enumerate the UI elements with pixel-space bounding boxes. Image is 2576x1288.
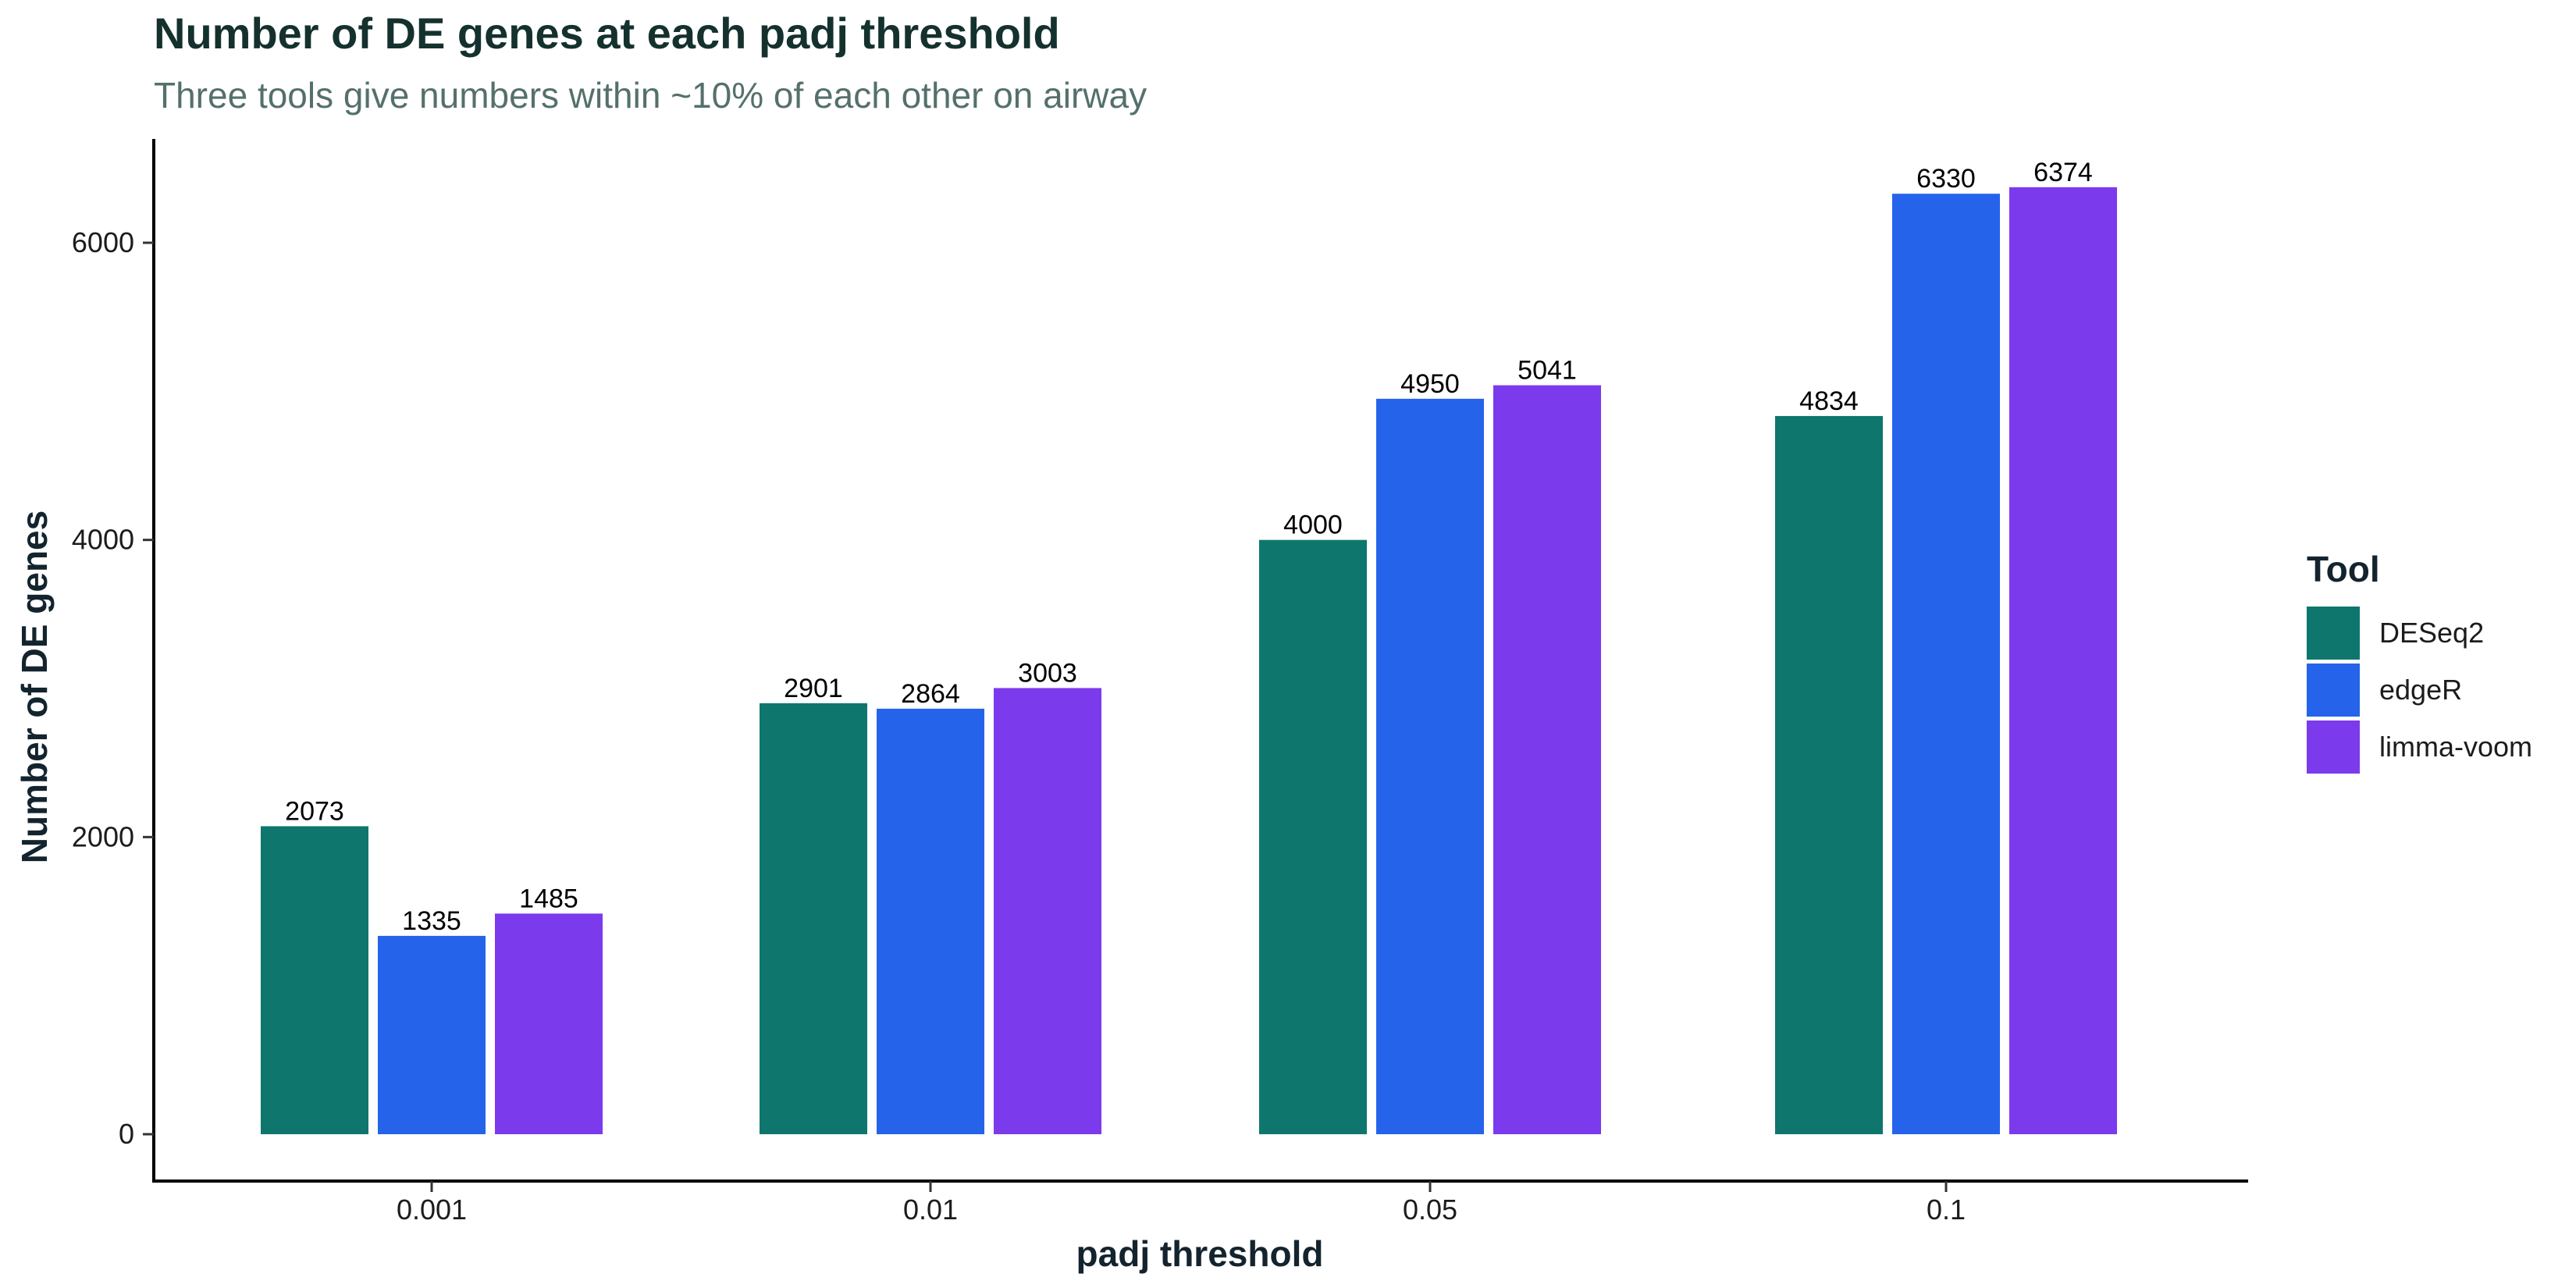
bar-edger-0.1: [1892, 194, 2000, 1135]
bar-label-edger-0.05: 4950: [1400, 369, 1460, 399]
bar-label-deseq2-0.05: 4000: [1283, 511, 1343, 540]
bar-edger-0.05: [1376, 398, 1484, 1135]
bar-deseq2-0.01: [760, 703, 867, 1134]
y-tick-label-6000: 6000: [72, 226, 134, 258]
bar-limma-voom-0.001: [495, 913, 603, 1134]
bar-limma-voom-0.01: [994, 688, 1101, 1134]
x-ticks-layer: 0.001 0.01 0.05 0.1: [397, 1181, 1966, 1226]
x-tick-label-0.1: 0.1: [1927, 1194, 1966, 1226]
legend-title: Tool: [2307, 549, 2380, 589]
y-axis-title: Number of DE genes: [14, 511, 55, 863]
bar-label-limma-voom-0.001: 1485: [519, 884, 578, 913]
bar-label-deseq2-0.001: 2073: [285, 796, 344, 826]
chart-title: Number of DE genes at each padj threshol…: [154, 9, 1060, 58]
bar-edger-0.01: [877, 708, 984, 1134]
bar-deseq2-0.001: [261, 826, 368, 1134]
legend-items: DESeq2 edgeR limma-voom: [2307, 607, 2532, 774]
x-axis-title: padj threshold: [1076, 1233, 1324, 1274]
bar-label-edger-0.01: 2864: [901, 679, 960, 709]
bar-label-edger-0.1: 6330: [1916, 164, 1976, 194]
bar-label-limma-voom-0.1: 6374: [2033, 158, 2093, 187]
legend-swatch-deseq2: [2307, 607, 2360, 660]
bar-label-edger-0.001: 1335: [402, 906, 461, 936]
legend-swatch-edger: [2307, 664, 2360, 717]
y-tick-label-2000: 2000: [72, 820, 134, 852]
x-tick-label-0.05: 0.05: [1403, 1194, 1457, 1226]
x-tick-label-0.001: 0.001: [397, 1194, 467, 1226]
bar-edger-0.001: [378, 935, 486, 1134]
legend-label-deseq2: DESeq2: [2379, 617, 2484, 649]
x-tick-label-0.01: 0.01: [903, 1194, 958, 1226]
bar-label-deseq2-0.1: 4834: [1799, 386, 1859, 416]
y-tick-label-4000: 4000: [72, 524, 134, 556]
legend: Tool DESeq2 edgeR limma-voom: [2307, 549, 2532, 774]
bar-limma-voom-0.1: [2009, 187, 2117, 1135]
bar-labels-layer: 2073 1335 1485 2901 2864 3003 4000 4950 5041 4834…: [285, 158, 2093, 936]
y-ticks-layer: 0 2000 4000 6000: [72, 226, 154, 1150]
bars-layer: [261, 187, 2117, 1135]
chart-subtitle: Three tools give numbers within ~10% of …: [154, 75, 1147, 116]
legend-label-edger: edgeR: [2379, 674, 2462, 706]
bar-label-deseq2-0.01: 2901: [784, 674, 843, 703]
bar-deseq2-0.05: [1259, 539, 1367, 1134]
bar-label-limma-voom-0.01: 3003: [1018, 658, 1077, 688]
legend-swatch-limma-voom: [2307, 720, 2360, 774]
bar-label-limma-voom-0.05: 5041: [1517, 356, 1577, 386]
bar-deseq2-0.1: [1775, 415, 1883, 1134]
legend-label-limma-voom: limma-voom: [2379, 731, 2532, 763]
y-tick-label-0: 0: [119, 1118, 134, 1150]
bar-limma-voom-0.05: [1493, 385, 1601, 1134]
